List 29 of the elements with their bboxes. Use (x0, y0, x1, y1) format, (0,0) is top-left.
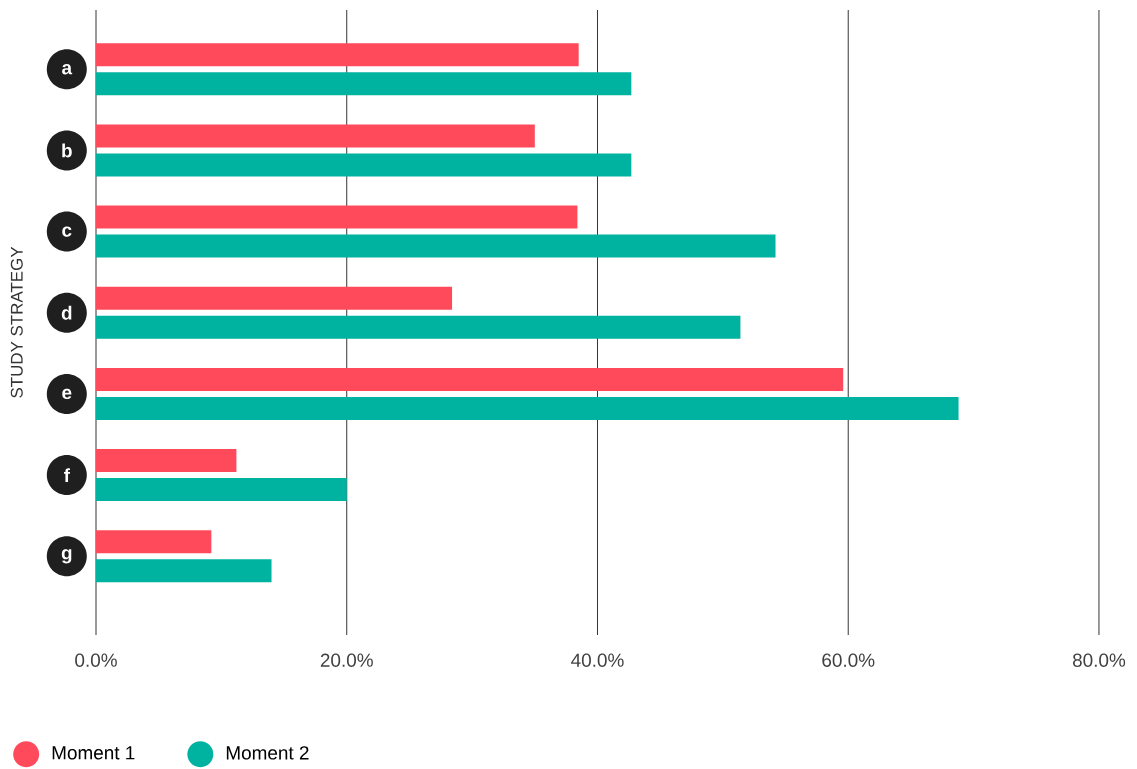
bar (96, 43, 579, 67)
legend-label: Moment 1 (52, 746, 135, 760)
y-axis-title: STUDY STRATEGY (10, 246, 23, 398)
y-tick-label: d (61, 305, 72, 320)
y-tick-label: f (63, 468, 70, 482)
x-tick-label: 60.0% (822, 653, 875, 667)
bar (96, 315, 741, 339)
x-tick-label: 0.0% (75, 653, 117, 667)
y-tick-label: b (62, 143, 72, 158)
bar (96, 478, 347, 502)
legend-label: Moment 2 (226, 746, 309, 760)
bar (96, 530, 212, 554)
y-tick-label: g (61, 549, 72, 564)
bar (96, 367, 844, 391)
bar (96, 559, 272, 583)
bar (96, 205, 578, 229)
x-tick-label: 20.0% (320, 653, 373, 667)
y-tick-label: e (62, 388, 72, 400)
bar (96, 286, 453, 310)
bar (96, 72, 632, 96)
bar (96, 396, 959, 420)
bar (96, 449, 237, 473)
y-tick-label: c (62, 226, 72, 237)
bar (96, 153, 632, 177)
x-tick-label: 80.0% (1072, 653, 1126, 667)
x-tick-label: 40.0% (571, 653, 624, 667)
bar (96, 124, 535, 148)
bar (96, 234, 776, 258)
y-tick-label: a (62, 64, 73, 75)
